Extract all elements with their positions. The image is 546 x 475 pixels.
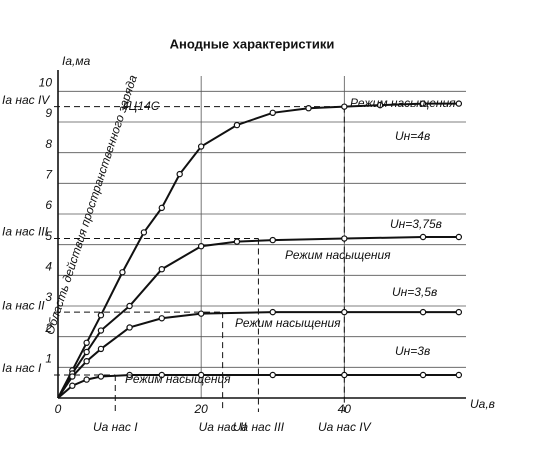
point — [269, 308, 276, 316]
x-axis-label: Uа,в — [470, 397, 495, 411]
annotation: Режим насыщения — [285, 248, 391, 262]
point — [97, 345, 105, 353]
point — [341, 103, 348, 110]
saturation-x-label: Uа нас III — [233, 420, 285, 434]
annotation: Режим насыщения — [125, 372, 231, 386]
saturation-x-label: Uа нас II — [199, 420, 248, 434]
point — [158, 266, 165, 273]
point — [83, 339, 90, 346]
series-line — [57, 236, 459, 399]
point — [376, 101, 384, 109]
point — [140, 229, 148, 236]
series-label: Uн=4в — [395, 129, 430, 143]
x-tick-label: 20 — [193, 402, 208, 416]
y-tick-label: 3 — [45, 290, 52, 304]
y-tick-label: 4 — [45, 260, 52, 274]
annotation: Режим насыщения — [235, 316, 341, 330]
saturation-y-label: Iа нас I — [2, 361, 42, 375]
saturation-x-label: Uа нас IV — [318, 420, 372, 434]
y-tick-label: 1 — [45, 352, 52, 366]
annotation: 4Ц14С — [122, 99, 160, 113]
point — [197, 143, 205, 150]
point — [305, 104, 312, 112]
point — [455, 308, 463, 316]
point — [69, 382, 76, 389]
y-tick-label: 6 — [45, 198, 52, 212]
point — [97, 312, 105, 319]
point — [97, 327, 105, 334]
point — [119, 269, 126, 276]
saturation-x-label: Uа нас I — [93, 420, 138, 434]
point — [197, 310, 205, 317]
point — [269, 371, 276, 379]
point — [269, 236, 276, 244]
point — [233, 238, 241, 245]
chart-title: Анодные характеристики — [170, 36, 335, 51]
y-tick-label: 10 — [39, 76, 53, 90]
annotation: Область действия пространственного заряд… — [43, 73, 140, 336]
series-line — [57, 102, 459, 399]
point — [269, 109, 276, 117]
y-tick-label: 7 — [45, 168, 53, 182]
saturation-y-label: Iа нас III — [2, 225, 49, 239]
point — [126, 302, 133, 310]
annotation: Режим насыщения — [350, 96, 456, 110]
point — [197, 242, 205, 250]
point — [126, 371, 133, 379]
series-label: Uн=3,75в — [390, 217, 442, 231]
point — [97, 373, 105, 380]
series-line — [57, 374, 459, 399]
point — [455, 371, 463, 379]
saturation-y-label: Iа нас IV — [2, 93, 50, 107]
point — [419, 233, 427, 241]
point — [341, 235, 348, 242]
point — [69, 373, 76, 380]
y-tick-label: 9 — [45, 106, 52, 120]
point — [197, 371, 205, 379]
point — [158, 371, 165, 379]
y-axis-label: Iа,ма — [62, 54, 91, 68]
series-label: Uн=3,5в — [392, 285, 437, 299]
point — [419, 308, 427, 316]
point — [83, 348, 90, 356]
point — [158, 315, 165, 322]
point — [341, 308, 348, 316]
series-label: Uн=3в — [395, 344, 430, 358]
y-tick-label: 2 — [44, 321, 52, 335]
point — [455, 100, 463, 107]
saturation-y-label: Iа нас II — [2, 298, 45, 312]
point — [83, 358, 90, 365]
point — [455, 233, 463, 241]
x-tick-label: 0 — [55, 402, 62, 416]
point — [419, 371, 427, 379]
point — [341, 371, 348, 379]
point — [158, 204, 165, 212]
point — [419, 100, 427, 107]
point — [176, 170, 183, 178]
y-tick-label: 8 — [45, 137, 52, 151]
point — [83, 376, 90, 383]
point — [126, 324, 133, 331]
y-tick-label: 5 — [45, 229, 52, 243]
point — [233, 121, 241, 129]
